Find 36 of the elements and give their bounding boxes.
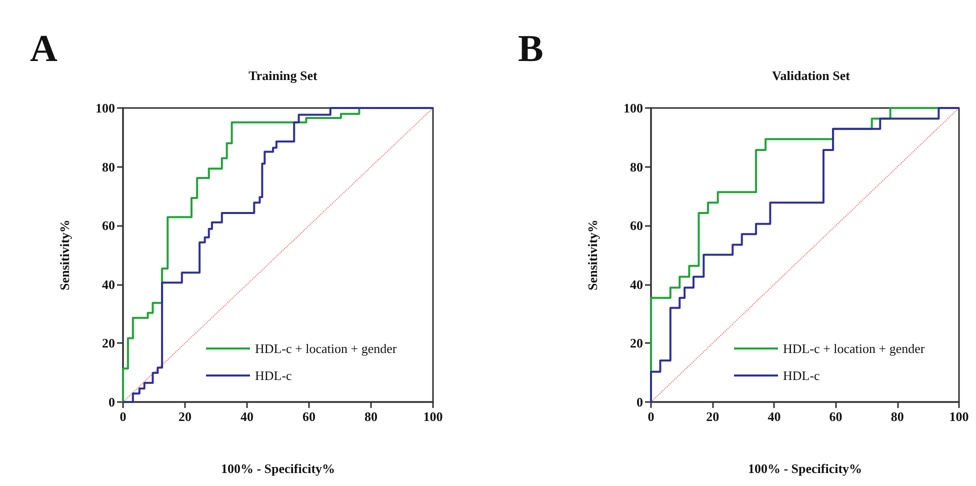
legend-label: HDL-c <box>783 368 820 383</box>
text: A <box>30 28 58 70</box>
x-axis-title: 100% - Specificity% <box>748 461 862 476</box>
y-tick-label: 20 <box>630 336 643 351</box>
x-tick-label: 60 <box>302 409 316 424</box>
x-tick-label: 40 <box>240 409 254 424</box>
x-tick-label: 20 <box>178 409 192 424</box>
x-tick-label: 40 <box>768 409 781 424</box>
y-tick-label: 0 <box>636 394 643 410</box>
x-tick-label: 0 <box>120 409 126 424</box>
x-axis-title: 100% - Specificity% <box>220 461 336 476</box>
x-tick-label: 60 <box>829 409 842 424</box>
y-tick-label: 100 <box>96 100 115 116</box>
y-tick-label: 100 <box>624 100 643 116</box>
x-tick-label: 100 <box>949 409 969 424</box>
legend-label: HDL-c + location + gender <box>255 341 398 356</box>
x-tick-label: 100 <box>423 409 443 424</box>
x-tick-label: 20 <box>706 409 720 424</box>
y-tick-label: 80 <box>630 159 643 174</box>
x-tick-label: 80 <box>890 409 904 424</box>
y-tick-label: 80 <box>102 159 115 174</box>
text: B <box>518 28 544 70</box>
y-tick-label: 60 <box>102 218 115 234</box>
chart-title: Training Set <box>248 68 318 83</box>
y-tick-label: 60 <box>630 218 643 234</box>
y-axis-title: Sensitivity% <box>57 220 72 290</box>
legend-label: HDL-c + location + gender <box>783 341 926 356</box>
y-tick-label: 0 <box>108 394 115 410</box>
y-axis-title: Sensitivity% <box>585 220 600 290</box>
y-tick-label: 20 <box>102 336 115 351</box>
x-tick-label: 80 <box>364 409 378 424</box>
chart-title: Validation Set <box>772 68 851 83</box>
y-tick-label: 40 <box>630 276 643 292</box>
x-tick-label: 0 <box>648 409 654 424</box>
y-tick-label: 40 <box>102 276 115 292</box>
legend-label: HDL-c <box>255 368 292 383</box>
